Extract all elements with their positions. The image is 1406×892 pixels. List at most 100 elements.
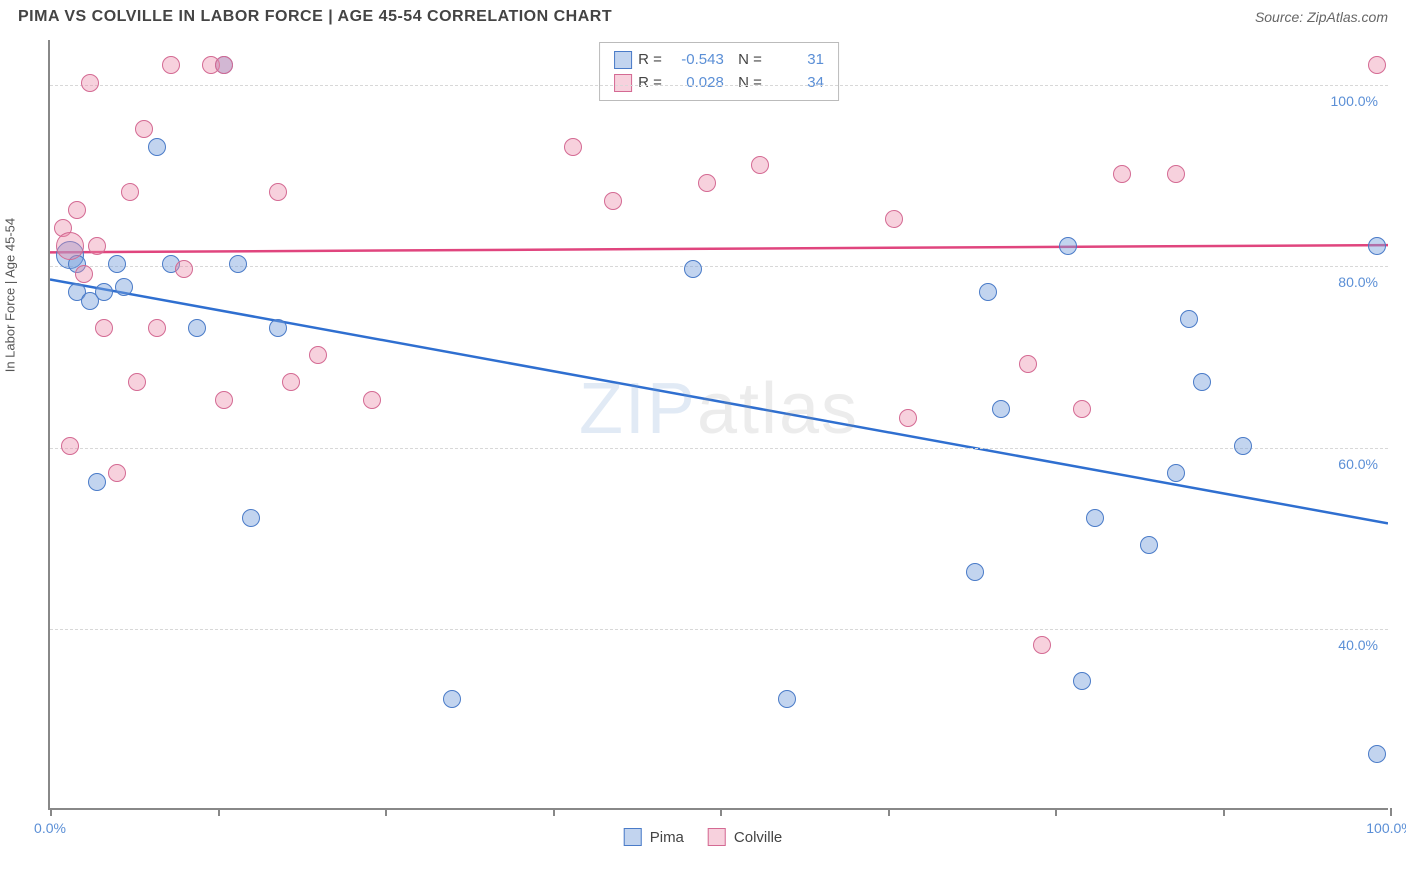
data-point: [309, 346, 327, 364]
x-tick: [888, 808, 890, 816]
data-point: [215, 391, 233, 409]
data-point: [363, 391, 381, 409]
y-tick-label: 40.0%: [1338, 637, 1378, 653]
data-point: [56, 232, 84, 260]
data-point: [135, 120, 153, 138]
trend-lines: [50, 40, 1388, 808]
data-point: [108, 255, 126, 273]
data-point: [81, 74, 99, 92]
data-point: [108, 464, 126, 482]
data-point: [885, 210, 903, 228]
legend-item: Pima: [624, 828, 684, 846]
data-point: [1368, 56, 1386, 74]
data-point: [966, 563, 984, 581]
r-value-colville: 0.028: [668, 72, 724, 95]
legend-swatch: [708, 828, 726, 846]
data-point: [75, 265, 93, 283]
gridline: [50, 85, 1388, 86]
trend-line: [50, 245, 1388, 252]
data-point: [269, 319, 287, 337]
data-point: [564, 138, 582, 156]
data-point: [698, 174, 716, 192]
data-point: [68, 201, 86, 219]
legend-row-colville: R = 0.028 N = 34: [614, 72, 824, 95]
correlation-legend: R = -0.543 N = 31 R = 0.028 N = 34: [599, 42, 839, 101]
data-point: [604, 192, 622, 210]
data-point: [684, 260, 702, 278]
data-point: [899, 409, 917, 427]
data-point: [188, 319, 206, 337]
x-tick-label: 0.0%: [34, 820, 66, 836]
data-point: [778, 690, 796, 708]
source-attribution: Source: ZipAtlas.com: [1255, 9, 1388, 25]
data-point: [751, 156, 769, 174]
x-tick: [1055, 808, 1057, 816]
x-tick: [50, 808, 52, 816]
data-point: [1033, 636, 1051, 654]
data-point: [128, 373, 146, 391]
legend-swatch: [624, 828, 642, 846]
legend-row-pima: R = -0.543 N = 31: [614, 49, 824, 72]
x-tick-label: 100.0%: [1366, 820, 1406, 836]
chart-header: PIMA VS COLVILLE IN LABOR FORCE | AGE 45…: [0, 0, 1406, 32]
data-point: [1167, 165, 1185, 183]
legend-label: Pima: [650, 829, 684, 846]
x-tick: [1223, 808, 1225, 816]
data-point: [1193, 373, 1211, 391]
data-point: [1019, 355, 1037, 373]
data-point: [1113, 165, 1131, 183]
data-point: [1073, 672, 1091, 690]
data-point: [229, 255, 247, 273]
data-point: [1368, 237, 1386, 255]
x-tick: [385, 808, 387, 816]
n-value-pima: 31: [768, 49, 824, 72]
legend-item: Colville: [708, 828, 782, 846]
data-point: [1059, 237, 1077, 255]
data-point: [1140, 536, 1158, 554]
data-point: [162, 56, 180, 74]
data-point: [282, 373, 300, 391]
chart-area: In Labor Force | Age 45-54 ZIPatlas R = …: [0, 32, 1406, 852]
data-point: [1086, 509, 1104, 527]
x-tick: [218, 808, 220, 816]
data-point: [1167, 464, 1185, 482]
data-point: [992, 400, 1010, 418]
data-point: [1368, 745, 1386, 763]
swatch-pima: [614, 51, 632, 69]
gridline: [50, 629, 1388, 630]
data-point: [88, 237, 106, 255]
data-point: [269, 183, 287, 201]
chart-title: PIMA VS COLVILLE IN LABOR FORCE | AGE 45…: [18, 8, 612, 26]
data-point: [115, 278, 133, 296]
y-tick-label: 60.0%: [1338, 456, 1378, 472]
data-point: [95, 319, 113, 337]
data-point: [215, 56, 233, 74]
r-value-pima: -0.543: [668, 49, 724, 72]
data-point: [95, 283, 113, 301]
legend-label: Colville: [734, 829, 782, 846]
watermark: ZIPatlas: [579, 368, 859, 450]
swatch-colville: [614, 74, 632, 92]
data-point: [148, 319, 166, 337]
y-tick-label: 100.0%: [1331, 93, 1378, 109]
data-point: [242, 509, 260, 527]
data-point: [88, 473, 106, 491]
data-point: [175, 260, 193, 278]
plot-region: ZIPatlas R = -0.543 N = 31 R = 0.028 N =…: [48, 40, 1388, 810]
gridline: [50, 266, 1388, 267]
n-value-colville: 34: [768, 72, 824, 95]
x-tick: [720, 808, 722, 816]
data-point: [61, 437, 79, 455]
series-legend: Pima Colville: [624, 828, 783, 846]
data-point: [148, 138, 166, 156]
data-point: [979, 283, 997, 301]
data-point: [1180, 310, 1198, 328]
x-tick: [553, 808, 555, 816]
data-point: [121, 183, 139, 201]
data-point: [1073, 400, 1091, 418]
y-axis-label: In Labor Force | Age 45-54: [3, 218, 18, 372]
data-point: [443, 690, 461, 708]
gridline: [50, 448, 1388, 449]
x-tick: [1390, 808, 1392, 816]
data-point: [1234, 437, 1252, 455]
